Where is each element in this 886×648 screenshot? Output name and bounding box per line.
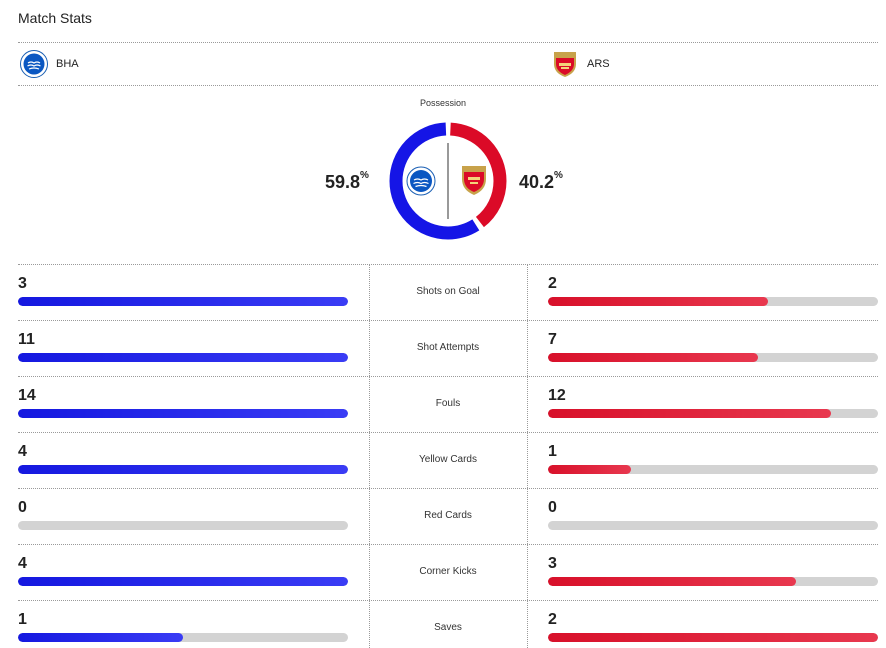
away-stat-bar	[548, 633, 878, 642]
stat-label: Shot Attempts	[416, 342, 480, 353]
away-stat-bar-fill	[548, 465, 631, 474]
home-team-abbr: BHA	[56, 58, 79, 70]
divider	[18, 320, 878, 321]
home-stat-bar-fill	[18, 297, 348, 306]
away-stat-bar	[548, 577, 878, 586]
away-stat-bar	[548, 297, 878, 306]
home-stat-value: 0	[18, 499, 27, 516]
stat-row: 3 Shots on Goal 2	[0, 264, 886, 320]
column-divider	[527, 264, 528, 648]
stat-row: 4 Yellow Cards 1	[0, 432, 886, 488]
away-stat-value: 2	[548, 611, 557, 628]
divider	[18, 432, 878, 433]
away-stat-bar-fill	[548, 633, 878, 642]
away-stat-value: 12	[548, 387, 566, 404]
stat-label: Saves	[434, 622, 462, 633]
home-stat-value: 14	[18, 387, 36, 404]
home-possession-value: 59.8%	[325, 170, 369, 192]
away-possession-arc	[389, 122, 507, 240]
home-team-header[interactable]: BHA	[20, 50, 79, 78]
home-stat-value: 3	[18, 275, 27, 292]
divider	[18, 376, 878, 377]
away-stat-bar-fill	[548, 297, 769, 306]
stat-label: Red Cards	[424, 510, 472, 521]
divider	[18, 85, 878, 86]
home-stat-bar-fill	[18, 577, 348, 586]
stat-row: 14 Fouls 12	[0, 376, 886, 432]
possession-label: Possession	[419, 98, 467, 108]
stat-label: Fouls	[435, 398, 461, 409]
page-title: Match Stats	[18, 10, 92, 26]
divider	[18, 544, 878, 545]
away-stat-value: 2	[548, 275, 557, 292]
away-team-abbr: ARS	[587, 58, 610, 70]
stat-row: 1 Saves 2	[0, 600, 886, 648]
stat-label: Shots on Goal	[416, 286, 480, 297]
away-stat-value: 7	[548, 331, 557, 348]
home-stat-value: 11	[18, 331, 35, 348]
away-stat-bar-fill	[548, 353, 758, 362]
stat-row: 11 Shot Attempts 7	[0, 320, 886, 376]
away-stat-bar-fill	[548, 577, 796, 586]
away-stat-value: 1	[548, 443, 557, 460]
away-team-header[interactable]: ARS	[551, 50, 610, 78]
away-stat-bar-fill	[548, 409, 831, 418]
away-stat-bar	[548, 353, 878, 362]
away-stat-bar	[548, 465, 878, 474]
column-divider	[369, 264, 370, 648]
away-stat-value: 3	[548, 555, 557, 572]
home-stat-bar-fill	[18, 465, 348, 474]
home-stat-value: 1	[18, 611, 27, 628]
divider	[18, 264, 878, 265]
away-stat-value: 0	[548, 499, 557, 516]
home-stat-value: 4	[18, 555, 27, 572]
arsenal-logo-icon	[554, 52, 576, 77]
home-stat-bar-fill	[18, 409, 348, 418]
possession-donut-chart	[389, 122, 507, 240]
stat-label: Yellow Cards	[419, 454, 477, 465]
home-stat-bar	[18, 521, 348, 530]
home-stat-bar-fill	[18, 353, 348, 362]
home-stat-bar	[18, 577, 348, 586]
home-possession-arc	[389, 122, 507, 240]
home-stat-bar	[18, 465, 348, 474]
home-stat-value: 4	[18, 443, 27, 460]
stat-row: 0 Red Cards 0	[0, 488, 886, 544]
away-stat-bar	[548, 521, 878, 530]
stat-row: 4 Corner Kicks 3	[0, 544, 886, 600]
home-stat-bar	[18, 353, 348, 362]
home-stat-bar	[18, 409, 348, 418]
brighton-logo-icon	[406, 166, 436, 196]
brighton-logo-icon	[20, 50, 48, 78]
divider	[18, 42, 878, 43]
home-stat-bar	[18, 633, 348, 642]
away-stat-bar	[548, 409, 878, 418]
home-stat-bar-fill	[18, 633, 183, 642]
arsenal-logo-icon	[462, 166, 486, 195]
home-stat-bar	[18, 297, 348, 306]
divider	[18, 600, 878, 601]
stat-label: Corner Kicks	[419, 566, 477, 577]
divider	[18, 488, 878, 489]
away-possession-value: 40.2%	[519, 170, 563, 192]
